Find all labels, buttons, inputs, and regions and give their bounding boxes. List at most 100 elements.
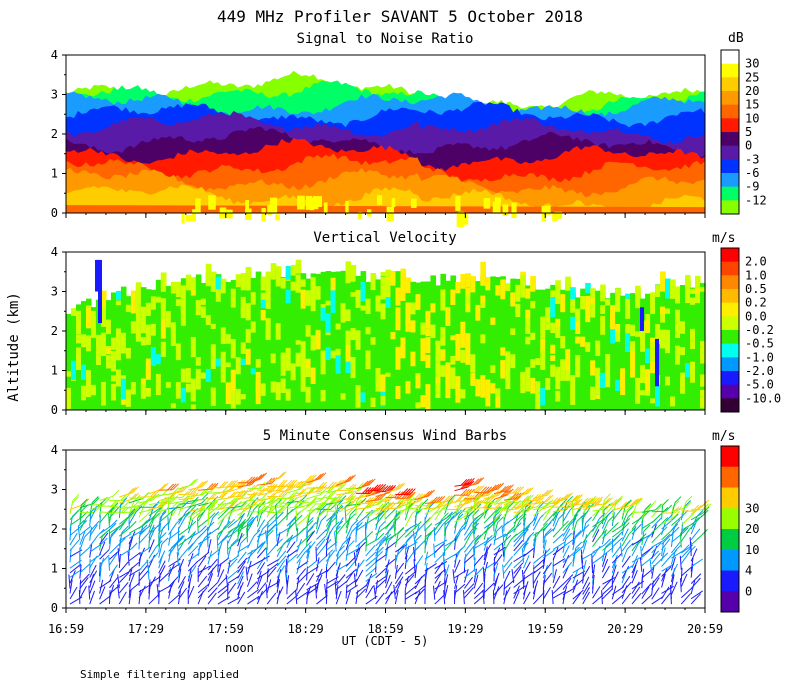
wind-barb-shaft (168, 506, 183, 510)
wind-barb-flag (509, 493, 517, 500)
wind-barb-shaft (394, 571, 404, 585)
wind-barb-shaft (365, 572, 378, 582)
colorbar-label: -2.0 (745, 364, 774, 378)
wind-barb-shaft (146, 559, 150, 574)
vv-cell (265, 290, 272, 309)
wind-barb-flag (477, 485, 485, 492)
wind-barb-shaft (247, 519, 255, 532)
vv-cell (110, 337, 117, 350)
wind-barb-shaft (247, 508, 255, 522)
wind-barb-shaft (176, 541, 179, 556)
vv-cell (345, 309, 352, 322)
wind-barb-flag (499, 485, 507, 493)
wind-barb-shaft (404, 574, 415, 586)
vv-cell (220, 367, 227, 383)
colorbar-label: 5 (745, 125, 752, 139)
vv-cell (360, 271, 367, 410)
wind-barb-shaft (601, 547, 606, 561)
wind-barb-shaft (641, 532, 655, 541)
wind-barb-flag (381, 485, 389, 493)
vv-cell (550, 296, 556, 318)
wind-barb-shaft (670, 533, 674, 548)
vv-cell (495, 285, 501, 296)
wind-barb-flag (285, 479, 293, 487)
wind-barb-flag (371, 484, 379, 492)
vv-cell (145, 324, 152, 345)
wind-barb-flag (382, 501, 390, 509)
wind-barb-flag (374, 487, 381, 495)
vv-cell (555, 322, 561, 338)
wind-units: m/s (712, 429, 735, 444)
wind-barb-shaft (286, 548, 299, 558)
vv-cell (475, 304, 481, 317)
wind-barb-shaft (631, 570, 638, 584)
vv-cell (365, 298, 372, 315)
wind-barb-flag (507, 484, 514, 492)
wind-barb-shaft (266, 504, 273, 518)
wind-barb-shaft (680, 506, 686, 521)
wind-barb-shaft (375, 513, 385, 526)
wind-barb-flag (123, 500, 130, 508)
wind-barb-shaft (670, 550, 676, 565)
vv-cell (175, 343, 182, 361)
vv-cell (190, 404, 197, 410)
wind-barb-flag (226, 480, 234, 488)
vv-cell (120, 334, 127, 344)
wind-barb-shaft (621, 555, 631, 568)
wind-barb-shaft (237, 532, 243, 547)
wind-barb-shaft (501, 527, 505, 542)
vv-cell (185, 368, 192, 383)
wind-barb-flag (376, 550, 383, 558)
wind-barb-flag (305, 475, 312, 482)
vv-cell (505, 283, 511, 292)
snr-strong-cell (456, 213, 463, 227)
wind-barb-flag (378, 509, 386, 517)
vv-cell (335, 355, 342, 374)
wind-barb-shaft (454, 583, 466, 594)
vv-cell (675, 345, 681, 365)
wind-barb-shaft (306, 586, 319, 596)
vv-cell (285, 265, 292, 280)
vv-cell (680, 372, 686, 394)
vv-cell (310, 277, 317, 300)
wind-barb-shaft (375, 535, 386, 547)
wind-barb-shaft (639, 557, 643, 572)
vv-cell (440, 289, 447, 311)
vv-cell (475, 281, 481, 410)
wind-barb-shaft (335, 590, 342, 605)
vv-cell (85, 335, 92, 350)
wind-barb-flag (487, 496, 495, 503)
wind-barb-flag (603, 503, 611, 511)
wind-barb-shaft (197, 555, 207, 568)
vv-cell (285, 388, 292, 401)
wind-barb-flag (522, 495, 529, 503)
vv-cell (670, 287, 676, 410)
wind-barb-shaft (434, 506, 448, 515)
x-tick-label: 16:59 (48, 622, 84, 636)
vv-cell (250, 292, 257, 305)
wind-barb-shaft (296, 568, 307, 580)
wind-barb-flag (247, 516, 254, 524)
vv-cell (480, 303, 486, 308)
vv-cell (550, 355, 556, 362)
colorbar-swatch (721, 173, 739, 188)
wind-barb-shaft (335, 585, 339, 600)
wind-barb-flag (384, 485, 391, 492)
wind-barb-shaft (562, 574, 574, 585)
wind-barb-flag (380, 536, 387, 544)
wind-barb-flag (457, 494, 465, 502)
vv-cell (530, 377, 536, 394)
vv-cell (610, 292, 616, 410)
wind-barb-shaft (651, 510, 666, 513)
wind-barb-flag (327, 481, 335, 489)
wind-barb-shaft (69, 563, 82, 574)
x-tick-label: 17:29 (128, 622, 164, 636)
wind-barb-shaft (344, 507, 347, 522)
wind-barb-flag (684, 501, 692, 509)
wind-barb-flag (499, 491, 507, 498)
vv-cell (250, 277, 257, 410)
wind-barb-shaft (641, 586, 650, 599)
wind-barb-flag (665, 504, 673, 512)
